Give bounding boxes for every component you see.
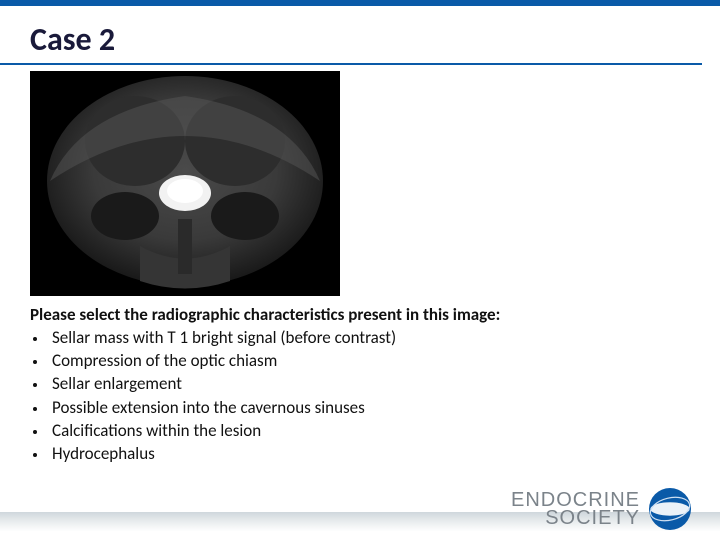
globe-icon [648,487,692,531]
option-item: Possible extension into the cavernous si… [48,397,690,419]
option-item: Compression of the optic chiasm [48,350,690,372]
question-prompt: Please select the radiographic character… [0,296,720,325]
option-item: Sellar mass with T 1 bright signal (befo… [48,327,690,349]
option-item: Hydrocephalus [48,443,690,465]
logo-text: ENDOCRINE SOCIETY [511,491,640,528]
endocrine-society-logo: ENDOCRINE SOCIETY [472,480,692,538]
mri-image [30,71,340,296]
mri-image-container [0,65,720,296]
logo-line-2: SOCIETY [511,509,640,527]
option-item: Sellar enlargement [48,373,690,395]
option-list: Sellar mass with T 1 bright signal (befo… [0,325,720,465]
option-item: Calcifications within the lesion [48,420,690,442]
slide-title: Case 2 [0,6,702,65]
